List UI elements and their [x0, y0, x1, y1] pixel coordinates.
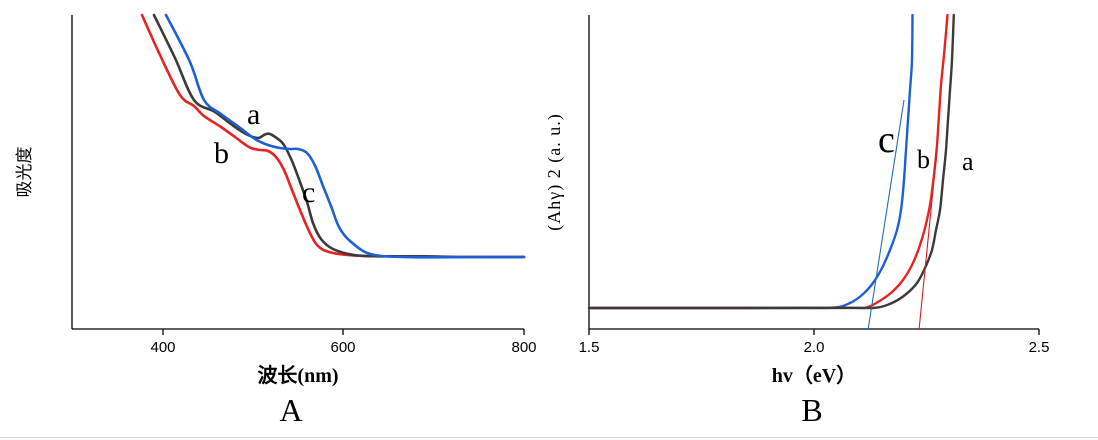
svg-text:a: a	[962, 147, 974, 176]
svg-text:(Ahγ) 2 (a. u.): (Ahγ) 2 (a. u.)	[548, 113, 565, 230]
svg-text:吸光度: 吸光度	[15, 147, 34, 198]
svg-text:800: 800	[511, 339, 536, 356]
svg-text:B: B	[801, 392, 822, 428]
svg-text:b: b	[917, 145, 930, 174]
svg-text:c: c	[878, 119, 895, 161]
svg-text:600: 600	[330, 339, 355, 356]
svg-text:2.0: 2.0	[804, 339, 825, 356]
svg-text:a: a	[247, 98, 260, 131]
svg-text:b: b	[214, 137, 229, 170]
svg-text:c: c	[302, 176, 315, 209]
svg-text:2.5: 2.5	[1029, 339, 1050, 356]
svg-text:波长(nm): 波长(nm)	[257, 364, 338, 387]
svg-text:hv（eV）: hv（eV）	[772, 364, 856, 387]
svg-text:1.5: 1.5	[579, 339, 600, 356]
svg-text:A: A	[279, 392, 302, 428]
svg-text:400: 400	[150, 339, 175, 356]
